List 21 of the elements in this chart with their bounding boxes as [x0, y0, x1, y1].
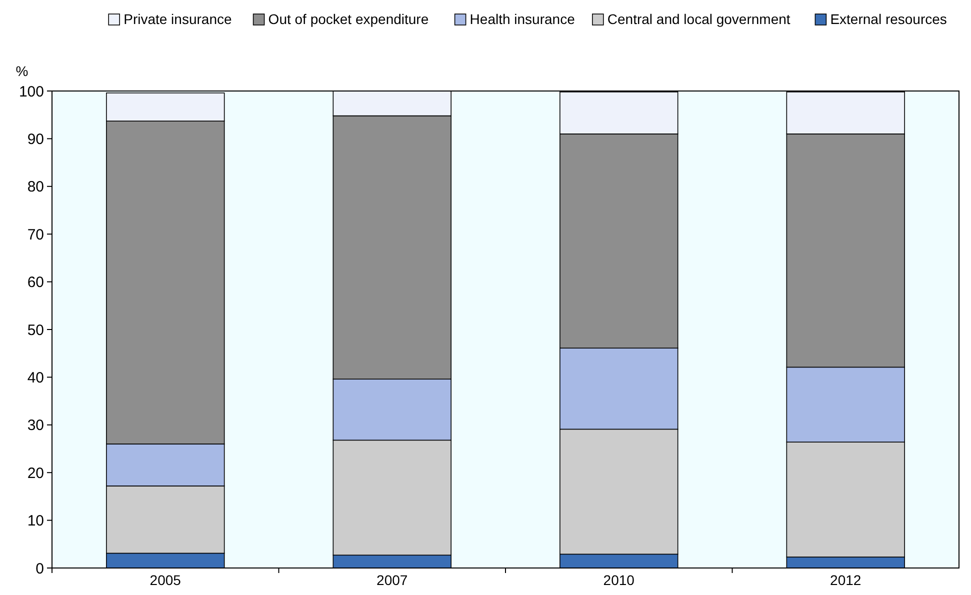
y-tick-label: 80: [27, 178, 44, 196]
legend-label: Health insurance: [470, 11, 576, 27]
y-axis-title: %: [16, 63, 28, 79]
y-tick-label: 0: [36, 560, 44, 578]
y-tick-label: 50: [27, 322, 44, 339]
x-tick-label: 2005: [150, 572, 182, 588]
y-tick-label: 90: [27, 130, 44, 148]
legend-label: Out of pocket expenditure: [268, 11, 429, 27]
y-tick-label: 40: [27, 369, 44, 386]
y-tick-label: 60: [27, 274, 44, 292]
x-tick-label: 2010: [603, 572, 635, 588]
legend-label: External resources: [830, 11, 947, 27]
y-tick-label: 100: [18, 83, 44, 100]
x-tick-label: 2007: [376, 572, 408, 588]
y-tick-label: 10: [27, 512, 44, 530]
x-tick-label: 2012: [830, 572, 862, 588]
y-tick-label: 30: [27, 417, 44, 434]
y-tick-label: 20: [27, 464, 44, 482]
y-tick-label: 70: [27, 226, 44, 244]
legend-label: Private insurance: [124, 11, 232, 27]
legend-label: Central and local government: [607, 11, 790, 27]
